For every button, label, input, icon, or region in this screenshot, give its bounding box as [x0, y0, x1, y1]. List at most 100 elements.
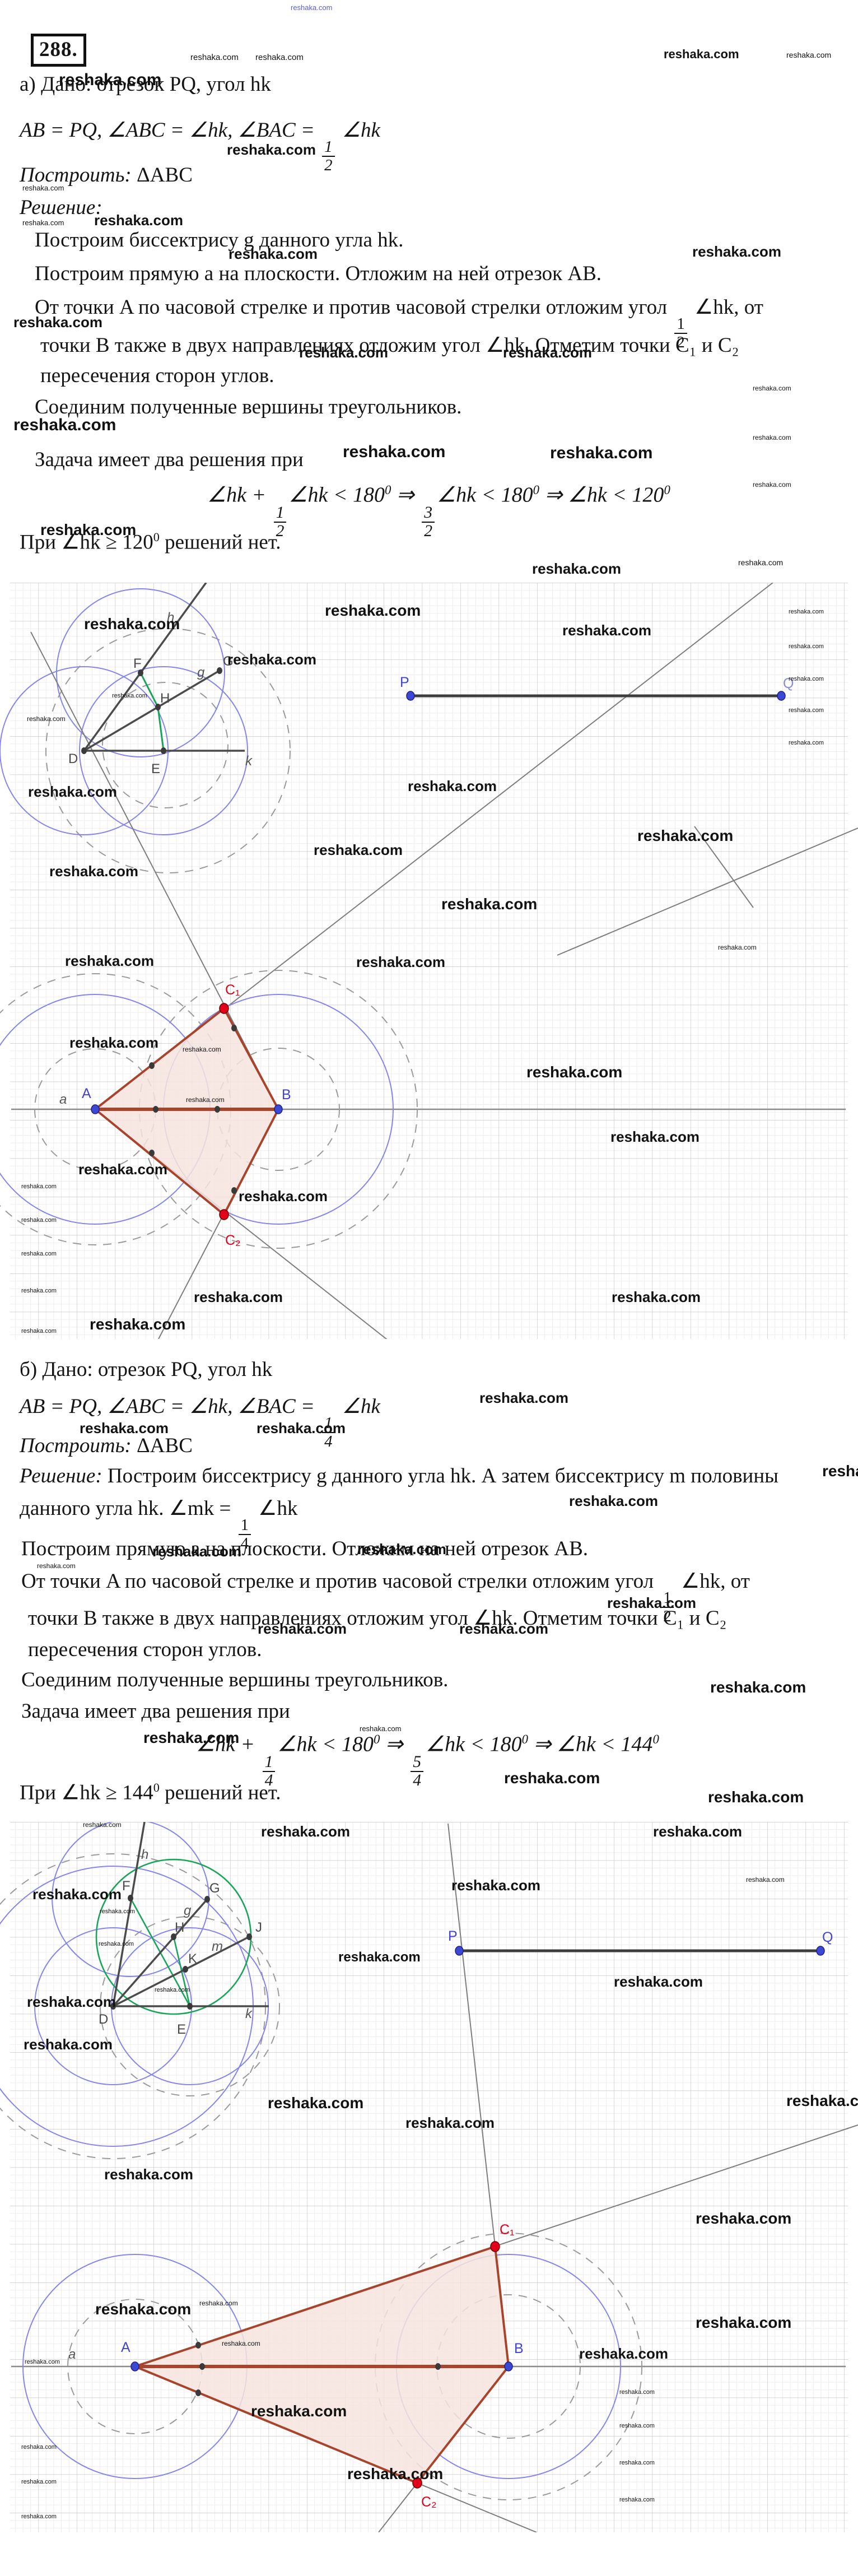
point-K-label: K [188, 1951, 197, 1966]
b-step4: Соединим полученные вершины треугольнико… [21, 1668, 448, 1692]
watermark: reshaka.com [619, 2496, 655, 2503]
point-C2-label: C₂ [421, 2494, 437, 2510]
b-solution-line1: Решение: Построим биссектрису g данного … [20, 1464, 778, 1489]
watermark: reshaka.com [21, 1328, 57, 1335]
watermark: reshaka.com [569, 1492, 658, 1509]
ray-h-label: h [167, 610, 174, 625]
watermark: reshaka.com [95, 2300, 192, 2318]
degree-sup: 0 [664, 483, 670, 497]
fraction-denominator: 2 [663, 1607, 672, 1625]
ray-m-label: m [212, 1939, 223, 1954]
point-B-label: B [514, 2341, 524, 2356]
point-C1-label: C₁ [225, 982, 240, 998]
watermark: reshaka.com [100, 1908, 135, 1915]
a-step3-post: ∠hk, от [689, 296, 763, 319]
a-note: При ∠hk ≥ 1200 решений нет. [20, 530, 281, 555]
watermark: reshaka.com [49, 863, 138, 880]
watermark: reshaka.com [227, 141, 316, 158]
watermark: reshaka.com [25, 2359, 60, 2365]
point-Q-label: Q [822, 1929, 833, 1945]
watermark: reshaka.com [21, 1183, 57, 1190]
watermark: reshaka.com [80, 1420, 169, 1436]
formula-part: ⇒ ∠hk < 120 [539, 483, 664, 507]
a-given-line: а) Дано: отрезок PQ, угол hk [20, 73, 271, 97]
watermark: reshaka.com [199, 2299, 238, 2307]
fraction-numerator: 1 [262, 1753, 276, 1772]
formula-part: ∠hk + [207, 483, 272, 507]
watermark: reshaka.com [314, 841, 403, 858]
ray-k-label: k [245, 754, 253, 769]
point-G-label: G [223, 654, 234, 669]
point-Q-label: Q [783, 676, 794, 691]
watermark: reshaka.com [753, 384, 791, 392]
a-step2-text: Построим прямую a на плоскости. Отложим … [35, 262, 602, 285]
problem-number-badge: 288. [31, 34, 86, 67]
named-points [91, 691, 786, 1220]
triangle-edges [94, 1007, 279, 1216]
triangle-fill [95, 1008, 278, 1215]
watermark: reshaka.com [13, 314, 102, 331]
formula-part: ⇒ [391, 483, 420, 507]
watermark: reshaka.com [503, 344, 592, 361]
degree-sup: 0 [384, 483, 391, 497]
watermark: reshaka.com [789, 707, 824, 714]
watermark: reshaka.com [261, 1823, 350, 1840]
b-note-post: решений нет. [159, 1781, 281, 1805]
watermark: reshaka.com [59, 71, 162, 89]
named-points [130, 1946, 825, 2489]
watermark: reshaka.com [614, 1973, 703, 1990]
watermark: reshaka.com [291, 3, 333, 12]
watermark: reshaka.com [257, 1420, 346, 1436]
a-step1: Построим биссектрису g данного угла hk. [35, 229, 403, 253]
triangle-edges [134, 2245, 510, 2484]
line-a-label: a [68, 2347, 76, 2362]
point-A-label: A [121, 2340, 130, 2355]
watermark: reshaka.com [653, 1823, 742, 1840]
a-solution-label: Решение: [20, 196, 102, 219]
watermark: reshaka.com [21, 1287, 57, 1294]
construction-points [110, 1895, 441, 2396]
point-B-label: B [282, 1087, 291, 1103]
watermark: reshaka.com [65, 952, 154, 969]
ray-g-label: g [184, 1903, 192, 1918]
watermark: reshaka.com [789, 740, 824, 746]
a-step1-text: Построим биссектрису g данного угла hk. [35, 229, 404, 252]
watermark: reshaka.com [21, 2513, 57, 2520]
watermark: reshaka.com [451, 1877, 540, 1894]
watermark: reshaka.com [532, 560, 621, 577]
watermark: reshaka.com [338, 1950, 421, 1965]
watermark: reshaka.com [441, 895, 538, 913]
watermark: reshaka.com [619, 2422, 655, 2429]
point-E-label: E [177, 2022, 186, 2037]
degree-sup: 0 [521, 1732, 529, 1746]
watermark: reshaka.com [459, 1620, 548, 1637]
watermark: reshaka.com [325, 602, 421, 619]
watermark: reshaka.com [251, 2402, 347, 2420]
a-step3c-text: пересечения сторон углов. [40, 364, 274, 387]
b-cond-pre: AB = PQ, ∠ABC = ∠hk, ∠BAC = [20, 1395, 320, 1418]
formula-part: ∠hk < 180 [426, 1732, 522, 1756]
watermark: reshaka.com [664, 47, 739, 61]
formula-part: ∠hk < 180 [437, 483, 533, 507]
b-sol2-pre: данного угла hk. ∠mk = [20, 1497, 236, 1520]
problem-number: 288. [39, 38, 78, 61]
watermark: reshaka.com [258, 1620, 347, 1637]
b-step3-pre: От точки A по часовой стрелке и против ч… [21, 1570, 659, 1593]
b-step3b: точки B также в двух направлениях отложи… [28, 1607, 726, 1631]
watermark: reshaka.com [479, 1389, 568, 1406]
watermark: reshaka.com [504, 1769, 600, 1787]
b-step2-text: Построим прямую a на плоскости. Отложим … [21, 1537, 589, 1560]
fraction-numerator: 1 [674, 315, 687, 334]
a-construct-line: Построить: ΔABC [20, 164, 193, 188]
formula-part: ⇒ [380, 1732, 409, 1756]
point-P-label: P [400, 675, 409, 690]
point-C2-label: C₂ [225, 1233, 241, 1248]
